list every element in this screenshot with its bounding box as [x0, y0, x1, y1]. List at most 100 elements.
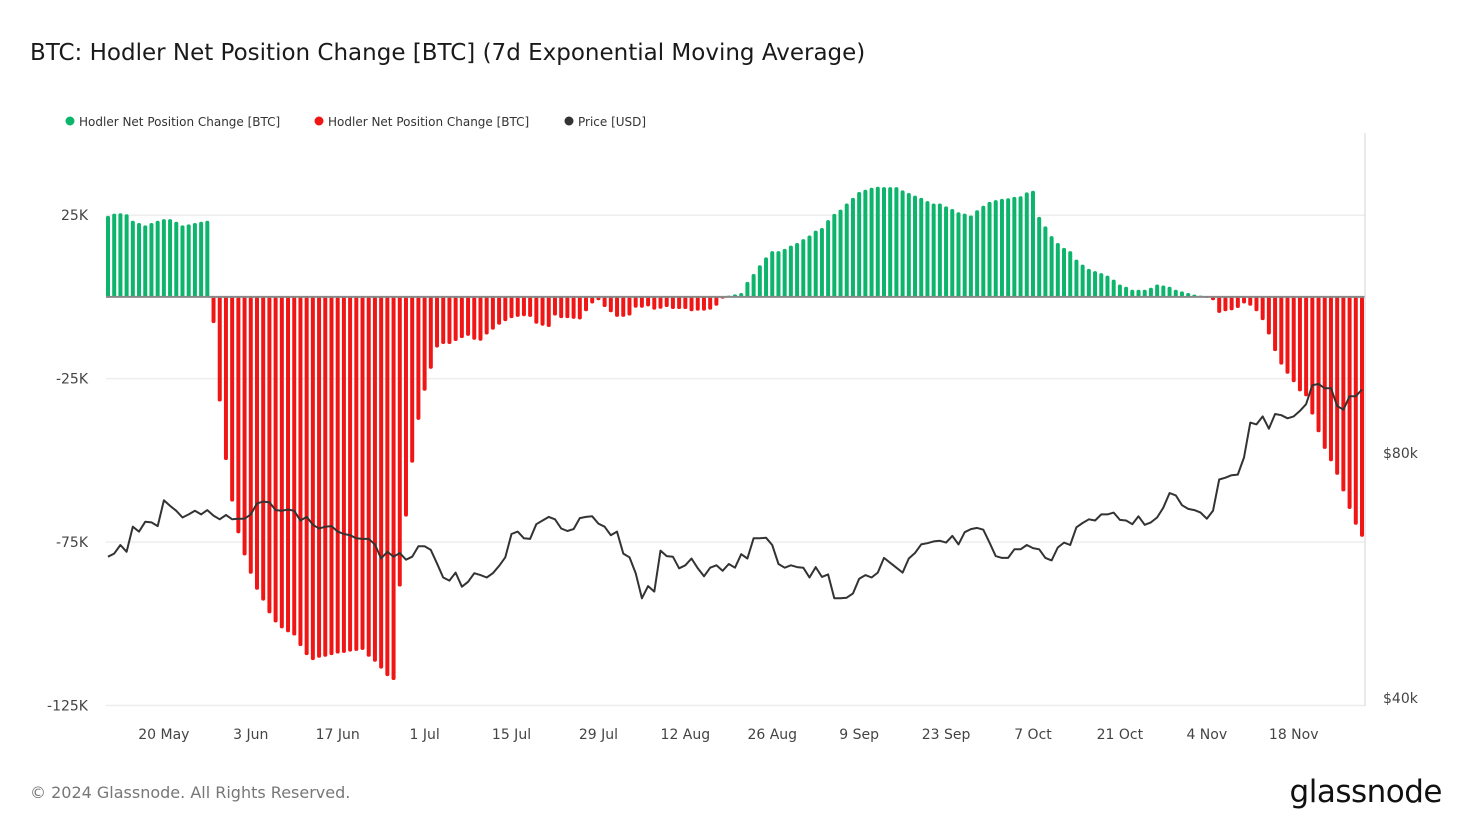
right-tick-label: $80k	[1383, 446, 1419, 462]
bar-negative	[1279, 296, 1284, 365]
bar-positive	[857, 192, 862, 297]
bar-negative	[341, 296, 346, 653]
bar-negative	[267, 296, 272, 614]
bar-negative	[466, 296, 471, 336]
bar-negative	[701, 296, 706, 311]
bar-positive	[975, 210, 980, 297]
bar-negative	[441, 296, 446, 344]
bar-negative	[497, 296, 502, 325]
bar-negative	[677, 296, 682, 310]
bar-positive	[192, 223, 197, 297]
bar-positive	[149, 223, 154, 297]
bar-negative	[329, 296, 334, 656]
bar-positive	[1124, 286, 1129, 297]
bar-positive	[161, 219, 166, 297]
bar-negative	[273, 296, 278, 623]
bar-positive	[143, 225, 148, 297]
bar-negative	[708, 296, 713, 310]
bar-negative	[621, 296, 626, 317]
bar-positive	[931, 203, 936, 297]
bar-negative	[639, 296, 644, 308]
bar-negative	[230, 296, 235, 502]
bar-negative	[627, 296, 632, 316]
right-tick-label: $40k	[1383, 691, 1419, 707]
bar-positive	[913, 195, 918, 297]
bar-positive	[199, 221, 204, 297]
bar-negative	[435, 296, 440, 348]
bar-positive	[956, 212, 961, 297]
legend-marker-positive	[65, 116, 75, 126]
bar-positive	[925, 201, 930, 297]
bar-negative	[540, 296, 545, 326]
bar-negative	[1285, 296, 1290, 374]
bar-negative	[410, 296, 415, 463]
legend-label-negative: Hodler Net Position Change [BTC]	[328, 115, 529, 129]
bar-negative	[248, 296, 253, 574]
bar-positive	[1080, 264, 1085, 297]
bar-positive	[1086, 268, 1091, 297]
bar-negative	[360, 296, 365, 650]
bar-positive	[1049, 236, 1054, 297]
bar-negative	[1353, 296, 1358, 525]
bar-negative	[242, 296, 247, 556]
bar-positive	[838, 209, 843, 297]
bar-positive	[1093, 271, 1098, 297]
bar-positive	[1055, 242, 1060, 297]
bar-positive	[124, 214, 129, 297]
bar-negative	[1304, 296, 1309, 397]
bar-negative	[1235, 296, 1240, 309]
bar-positive	[919, 197, 924, 297]
bar-negative	[646, 296, 651, 307]
bar-positive	[993, 200, 998, 297]
bar-negative	[211, 296, 216, 324]
legend-item-positive[interactable]: Hodler Net Position Change [BTC]	[65, 115, 281, 129]
bar-positive	[795, 242, 800, 297]
bar-negative	[590, 296, 595, 304]
bar-positive	[801, 239, 806, 297]
bar-negative	[652, 296, 657, 310]
bar-positive	[776, 251, 781, 297]
x-tick-label: 26 Aug	[747, 727, 797, 743]
x-tick-label: 4 Nov	[1186, 727, 1227, 743]
bar-positive	[130, 220, 135, 297]
bar-positive	[757, 265, 762, 297]
bar-negative	[1223, 296, 1228, 312]
bar-negative	[615, 296, 620, 317]
bar-negative	[528, 296, 533, 317]
price-line	[107, 383, 1363, 600]
bar-positive	[968, 215, 973, 297]
bar-positive	[850, 197, 855, 297]
bar-positive	[1006, 198, 1011, 297]
bar-negative	[565, 296, 570, 319]
bar-positive	[832, 213, 837, 297]
bar-positive	[1136, 289, 1141, 297]
bar-negative	[1322, 296, 1327, 449]
bar-positive	[1161, 285, 1166, 297]
bar-positive	[1117, 284, 1122, 297]
copyright: © 2024 Glassnode. All Rights Reserved.	[30, 783, 350, 802]
bar-negative	[261, 296, 266, 601]
legend-item-negative[interactable]: Hodler Net Position Change [BTC]	[314, 115, 530, 129]
bar-negative	[1328, 296, 1333, 462]
bar-positive	[186, 224, 191, 297]
bar-negative	[633, 296, 638, 308]
x-tick-label: 15 Jul	[492, 727, 531, 743]
x-tick-label: 17 Jun	[316, 727, 360, 743]
bar-negative	[416, 296, 421, 420]
bar-negative	[689, 296, 694, 312]
bar-positive	[962, 213, 967, 297]
bar-positive	[205, 220, 210, 297]
bar-negative	[472, 296, 477, 340]
bar-positive	[875, 186, 880, 297]
bar-negative	[236, 296, 241, 534]
bar-positive	[1024, 192, 1029, 297]
bar-positive	[1012, 196, 1017, 297]
bar-positive	[900, 190, 905, 297]
bar-negative	[552, 296, 557, 316]
bar-negative	[372, 296, 377, 662]
bar-negative	[1297, 296, 1302, 392]
bar-positive	[881, 187, 886, 297]
bar-positive	[764, 257, 769, 297]
bar-negative	[608, 296, 613, 313]
legend-item-price[interactable]: Price [USD]	[564, 115, 647, 129]
